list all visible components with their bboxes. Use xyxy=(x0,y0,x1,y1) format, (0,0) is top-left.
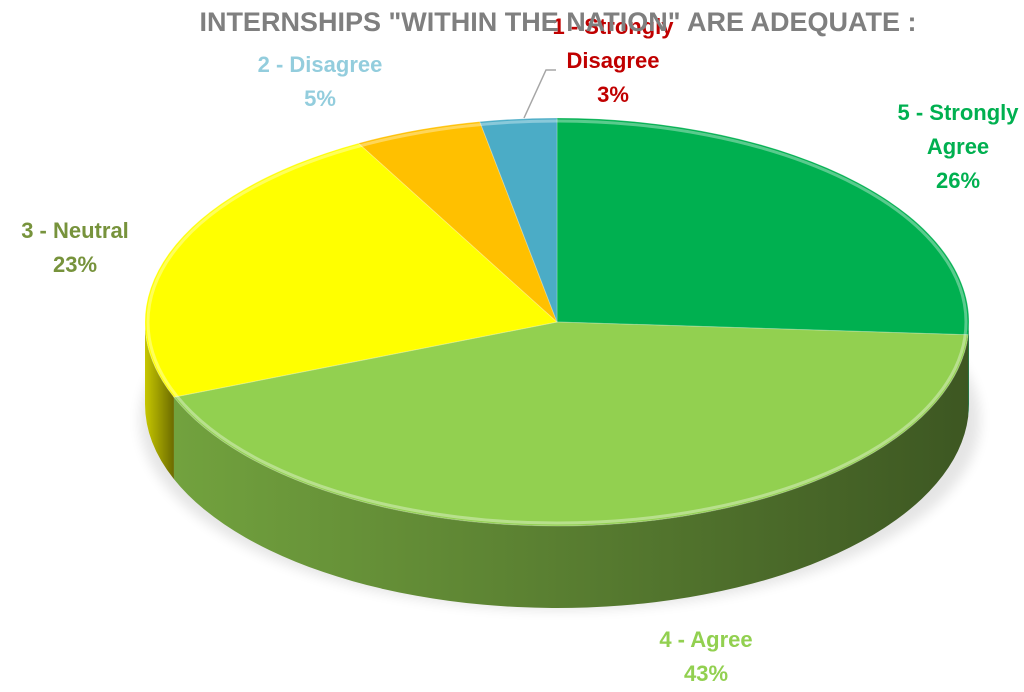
pie-tops xyxy=(144,117,970,527)
slice-category-label: 3 - Neutral xyxy=(21,218,129,243)
pie-labels: 5 - Strongly Agree 26% 4 - Agree 43% 3 - Neut… xyxy=(21,14,1019,686)
slice-value-label: 3% xyxy=(597,82,629,107)
leader-line xyxy=(523,69,556,119)
slice-label: 2 - Disagree 5% xyxy=(258,52,383,111)
chart-title: INTERNSHIPS "WITHIN THE NATION" ARE ADEQ… xyxy=(199,7,916,37)
slice-value-label: 43% xyxy=(684,661,728,686)
pie-slice xyxy=(173,321,969,527)
slice-category-label: Agree xyxy=(927,134,989,159)
slice-label: 3 - Neutral 23% xyxy=(21,218,129,277)
slice-label: 4 - Agree 43% xyxy=(659,627,752,686)
slice-category-label: 5 - Strongly xyxy=(897,100,1019,125)
pie-slice xyxy=(357,121,558,323)
pie-slice-side xyxy=(968,322,969,417)
slice-category-label: 1 - Strongly xyxy=(552,14,674,39)
slice-category-label: 4 - Agree xyxy=(659,627,752,652)
pie-slice xyxy=(556,117,970,336)
pie-sides xyxy=(145,322,969,608)
slice-label: 5 - Strongly Agree 26% xyxy=(897,100,1019,193)
slice-category-label: 2 - Disagree xyxy=(258,52,383,77)
pie-rim-highlight xyxy=(146,119,968,525)
slice-category-label: Disagree xyxy=(567,48,660,73)
pie-slice xyxy=(479,117,558,323)
pie-slice-side xyxy=(173,334,969,608)
slice-value-label: 23% xyxy=(53,252,97,277)
slice-label: 1 - Strongly Disagree 3% xyxy=(552,14,674,107)
slice-value-label: 5% xyxy=(304,86,336,111)
pie-slice-side xyxy=(145,322,174,480)
pie-slice xyxy=(144,142,559,398)
slice-value-label: 26% xyxy=(936,168,980,193)
